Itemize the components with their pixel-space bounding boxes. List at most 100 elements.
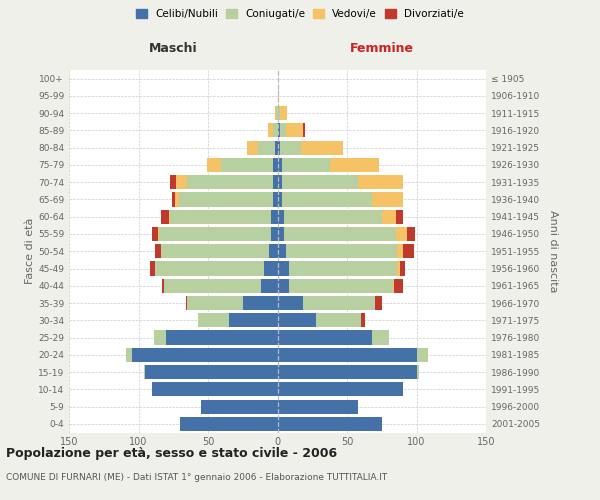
Bar xyxy=(154,330,166,344)
Bar xyxy=(277,348,416,362)
Bar xyxy=(187,296,243,310)
Bar xyxy=(277,313,316,328)
Bar xyxy=(407,227,415,241)
Bar xyxy=(277,124,280,138)
Bar xyxy=(166,330,277,344)
Bar xyxy=(206,158,221,172)
Bar xyxy=(280,124,286,138)
Bar xyxy=(269,244,277,258)
Bar xyxy=(161,210,169,224)
Bar xyxy=(247,140,258,155)
Bar xyxy=(277,192,281,206)
Bar xyxy=(144,365,145,379)
Bar xyxy=(277,365,416,379)
Bar xyxy=(274,158,277,172)
Bar xyxy=(277,210,284,224)
Bar xyxy=(393,278,394,293)
Bar xyxy=(395,227,407,241)
Bar xyxy=(169,210,170,224)
Bar xyxy=(416,365,419,379)
Bar xyxy=(277,140,280,155)
Bar xyxy=(274,124,277,138)
Legend: Celibi/Nubili, Coniugati/e, Vedovi/e, Divorziati/e: Celibi/Nubili, Coniugati/e, Vedovi/e, Di… xyxy=(132,5,468,24)
Bar xyxy=(263,262,277,276)
Bar xyxy=(316,313,361,328)
Bar xyxy=(271,210,277,224)
Bar xyxy=(274,192,277,206)
Bar xyxy=(331,158,379,172)
Bar xyxy=(375,296,382,310)
Text: Popolazione per età, sesso e stato civile - 2006: Popolazione per età, sesso e stato civil… xyxy=(6,448,337,460)
Bar xyxy=(275,140,277,155)
Bar xyxy=(277,244,286,258)
Bar xyxy=(221,158,274,172)
Bar xyxy=(271,227,277,241)
Bar xyxy=(276,106,277,120)
Bar xyxy=(268,124,274,138)
Bar xyxy=(277,400,358,413)
Bar xyxy=(152,227,158,241)
Bar xyxy=(277,262,289,276)
Bar xyxy=(403,244,414,258)
Bar xyxy=(397,244,403,258)
Bar xyxy=(170,210,271,224)
Bar xyxy=(302,296,375,310)
Bar xyxy=(172,192,175,206)
Bar xyxy=(277,278,289,293)
Bar xyxy=(162,278,164,293)
Y-axis label: Fasce di età: Fasce di età xyxy=(25,218,35,284)
Bar xyxy=(158,227,160,241)
Bar xyxy=(277,417,382,431)
Bar xyxy=(176,175,187,190)
Bar xyxy=(198,313,229,328)
Bar xyxy=(277,89,279,103)
Bar xyxy=(186,296,187,310)
Bar xyxy=(372,330,389,344)
Bar xyxy=(301,140,343,155)
Bar xyxy=(126,348,131,362)
Bar xyxy=(179,192,274,206)
Bar xyxy=(149,262,155,276)
Bar xyxy=(275,106,276,120)
Bar xyxy=(152,382,277,396)
Bar xyxy=(289,278,393,293)
Bar xyxy=(280,106,287,120)
Bar xyxy=(358,175,403,190)
Bar xyxy=(286,244,397,258)
Bar xyxy=(277,158,281,172)
Bar xyxy=(284,227,395,241)
Bar xyxy=(145,365,277,379)
Bar xyxy=(281,158,331,172)
Bar xyxy=(201,400,277,413)
Bar xyxy=(284,210,382,224)
Bar xyxy=(164,278,261,293)
Bar xyxy=(416,348,428,362)
Bar xyxy=(131,348,277,362)
Bar xyxy=(229,313,277,328)
Bar xyxy=(187,175,274,190)
Bar xyxy=(400,262,406,276)
Bar xyxy=(277,175,281,190)
Bar xyxy=(175,192,179,206)
Bar xyxy=(277,382,403,396)
Bar xyxy=(277,330,372,344)
Bar xyxy=(274,175,277,190)
Bar xyxy=(161,244,269,258)
Bar xyxy=(258,140,275,155)
Bar xyxy=(286,124,302,138)
Bar xyxy=(302,124,305,138)
Y-axis label: Anni di nascita: Anni di nascita xyxy=(548,210,559,292)
Text: COMUNE DI FURNARI (ME) - Dati ISTAT 1° gennaio 2006 - Elaborazione TUTTITALIA.IT: COMUNE DI FURNARI (ME) - Dati ISTAT 1° g… xyxy=(6,472,387,482)
Bar xyxy=(277,227,284,241)
Bar xyxy=(261,278,277,293)
Bar xyxy=(382,210,395,224)
Bar xyxy=(277,106,280,120)
Text: Maschi: Maschi xyxy=(149,42,197,55)
Bar xyxy=(160,227,271,241)
Bar xyxy=(281,175,358,190)
Bar xyxy=(397,262,400,276)
Bar xyxy=(277,296,302,310)
Bar xyxy=(361,313,365,328)
Bar xyxy=(395,210,403,224)
Bar xyxy=(170,175,176,190)
